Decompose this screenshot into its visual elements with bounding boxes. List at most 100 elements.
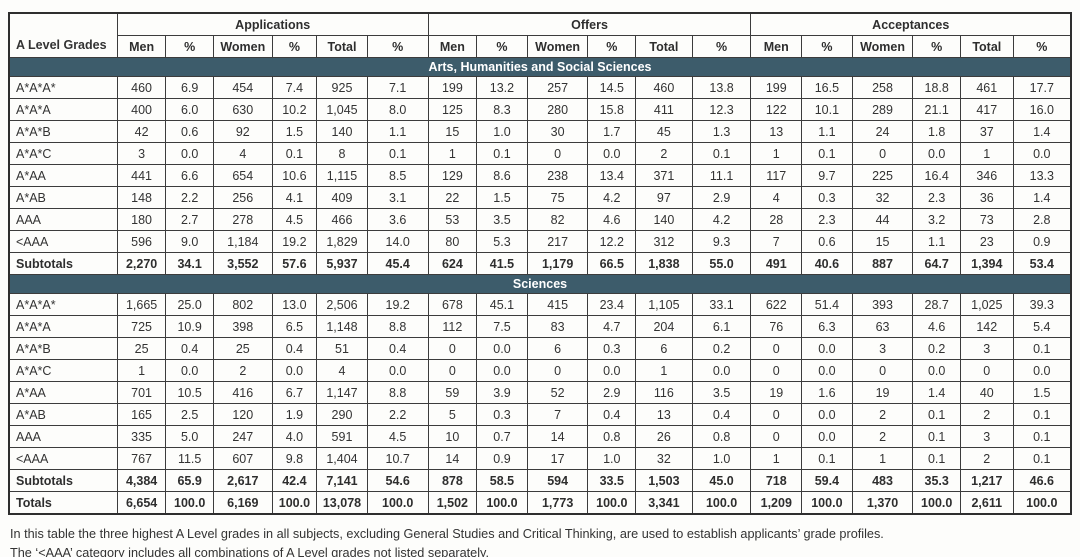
value-cell: 13 <box>635 403 693 426</box>
value-cell: 1 <box>635 359 693 382</box>
value-cell: 35.3 <box>912 469 961 492</box>
value-cell: 6.6 <box>165 164 214 187</box>
col-header-percent-acceptances: % <box>1012 35 1072 58</box>
value-cell: 0.3 <box>476 403 528 426</box>
value-cell: 3,552 <box>212 252 273 275</box>
grade-cell: A*AB <box>8 186 118 209</box>
col-header-percent-acceptances: % <box>801 35 853 58</box>
value-cell: 32 <box>635 447 693 470</box>
value-cell: 0 <box>750 403 803 426</box>
value-cell: 415 <box>526 293 589 316</box>
grade-row: A*A*B 25 0.4 25 0.4 51 0.4 0 0.0 6 0.3 6 0.2 0 0.0 3 0.2… <box>8 337 1072 360</box>
value-cell: 701 <box>116 381 167 404</box>
value-cell: 0 <box>427 359 478 382</box>
value-cell: 23 <box>959 230 1014 253</box>
value-cell: 1.7 <box>587 120 637 143</box>
grade-cell: A*A*C <box>8 359 118 382</box>
value-cell: 116 <box>635 381 693 404</box>
value-cell: 0.3 <box>801 186 853 209</box>
value-cell: 1,025 <box>959 293 1014 316</box>
value-cell: 225 <box>851 164 914 187</box>
value-cell: 0 <box>851 359 914 382</box>
value-cell: 165 <box>116 403 167 426</box>
value-cell: 0.4 <box>271 337 318 360</box>
value-cell: 13.2 <box>476 76 528 99</box>
value-cell: 460 <box>635 76 693 99</box>
value-cell: 0.8 <box>691 425 752 448</box>
col-header-women-offers: Women <box>526 35 589 58</box>
value-cell: 1,147 <box>316 381 368 404</box>
section-title: Arts, Humanities and Social Sciences <box>8 57 1072 77</box>
value-cell: 36 <box>959 186 1014 209</box>
footnote-line-1: In this table the three highest A Level … <box>10 527 884 541</box>
value-cell: 630 <box>212 98 273 121</box>
value-cell: 5.4 <box>1012 315 1072 338</box>
value-cell: 3 <box>959 337 1014 360</box>
value-cell: 6.0 <box>165 98 214 121</box>
value-cell: 42.4 <box>271 469 318 492</box>
value-cell: 0 <box>851 142 914 165</box>
value-cell: 0.1 <box>1012 337 1072 360</box>
group-header-applications: Applications <box>116 12 429 36</box>
section-title: Sciences <box>8 274 1072 294</box>
value-cell: 0.1 <box>1012 403 1072 426</box>
grade-row: A*A*C 1 0.0 2 0.0 4 0.0 0 0.0 0 0.0 1 0.0 0 0.0 0 0.0 0 0.… <box>8 359 1072 382</box>
value-cell: 4.5 <box>271 208 318 231</box>
value-cell: 4.6 <box>587 208 637 231</box>
value-cell: 0 <box>526 359 589 382</box>
value-cell: 59.4 <box>801 469 853 492</box>
value-cell: 0 <box>526 142 589 165</box>
value-cell: 0.0 <box>801 337 853 360</box>
value-cell: 100.0 <box>801 491 853 515</box>
value-cell: 596 <box>116 230 167 253</box>
value-cell: 0.6 <box>165 120 214 143</box>
value-cell: 0.0 <box>271 359 318 382</box>
col-header-percent-applications: % <box>366 35 429 58</box>
value-cell: 1,665 <box>116 293 167 316</box>
value-cell: 7 <box>526 403 589 426</box>
value-cell: 125 <box>427 98 478 121</box>
value-cell: 2,270 <box>116 252 167 275</box>
value-cell: 17 <box>526 447 589 470</box>
value-cell: 9.3 <box>691 230 752 253</box>
col-header-women-acceptances: Women <box>851 35 914 58</box>
value-cell: 6 <box>526 337 589 360</box>
grade-cell: A*A*C <box>8 142 118 165</box>
value-cell: 1,503 <box>635 469 693 492</box>
grade-row: AAA 180 2.7 278 4.5 466 3.6 53 3.5 82 4.6 140 4.2 28 2… <box>8 208 1072 231</box>
value-cell: 55.0 <box>691 252 752 275</box>
grade-row: A*A*A* 1,665 25.0 802 13.0 2,506 19.2 678 45.1 41… <box>8 293 1072 316</box>
value-cell: 1,829 <box>316 230 368 253</box>
value-cell: 0.0 <box>801 425 853 448</box>
value-cell: 1.1 <box>912 230 961 253</box>
value-cell: 400 <box>116 98 167 121</box>
value-cell: 37 <box>959 120 1014 143</box>
value-cell: 180 <box>116 208 167 231</box>
value-cell: 0.1 <box>1012 447 1072 470</box>
value-cell: 8.0 <box>366 98 429 121</box>
value-cell: 1.8 <box>912 120 961 143</box>
value-cell: 28 <box>750 208 803 231</box>
value-cell: 1 <box>116 359 167 382</box>
value-cell: 14.5 <box>587 76 637 99</box>
value-cell: 2.3 <box>912 186 961 209</box>
grade-row: A*A*C 3 0.0 4 0.1 8 0.1 1 0.1 0 0.0 2 0.1 1 0.1 0 0.0 1 0.… <box>8 142 1072 165</box>
value-cell: 1,370 <box>851 491 914 515</box>
grade-cell: A*A*B <box>8 120 118 143</box>
value-cell: 6.1 <box>691 315 752 338</box>
value-cell: 0.0 <box>366 359 429 382</box>
value-cell: 45 <box>635 120 693 143</box>
value-cell: 4 <box>212 142 273 165</box>
value-cell: 54.6 <box>366 469 429 492</box>
col-header-total-offers: Total <box>635 35 693 58</box>
value-cell: 0.1 <box>366 142 429 165</box>
value-cell: 3.2 <box>912 208 961 231</box>
value-cell: 19.2 <box>366 293 429 316</box>
value-cell: 312 <box>635 230 693 253</box>
value-cell: 13.8 <box>691 76 752 99</box>
value-cell: 76 <box>750 315 803 338</box>
value-cell: 45.0 <box>691 469 752 492</box>
grade-row: A*A*A* 460 6.9 454 7.4 925 7.1 199 13.2 257 14.5 46… <box>8 76 1072 99</box>
value-cell: 33.5 <box>587 469 637 492</box>
value-cell: 58.5 <box>476 469 528 492</box>
